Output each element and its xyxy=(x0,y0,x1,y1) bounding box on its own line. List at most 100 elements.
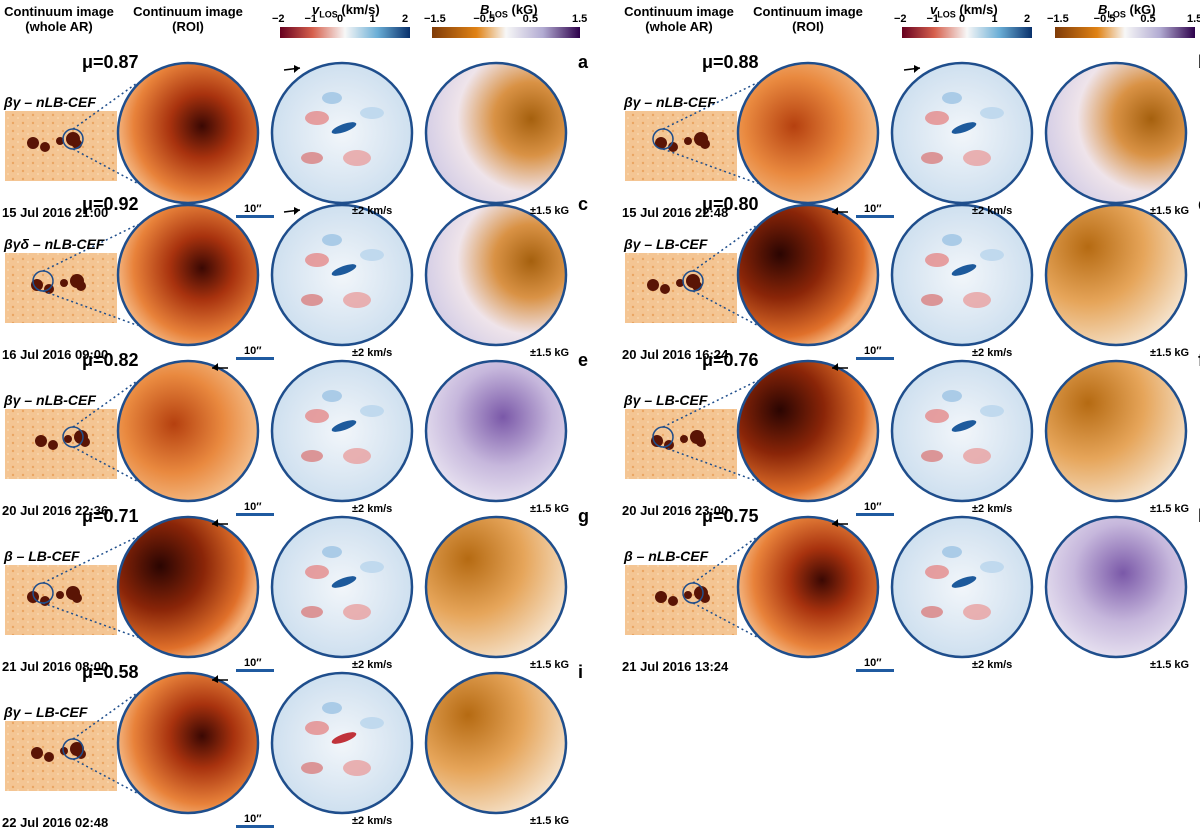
panel-letter: g xyxy=(578,506,589,526)
colorbar-tick-label: 1 xyxy=(991,13,998,25)
arrowhead-icon xyxy=(212,675,218,683)
vlos-flow-patch xyxy=(343,448,371,464)
sunspot-blob xyxy=(44,752,54,762)
vlos-flow-patch xyxy=(925,111,949,125)
vlos-unit: (km/s) xyxy=(337,2,380,17)
vlos-flow-patch xyxy=(305,409,329,423)
panel-letter: e xyxy=(578,350,589,370)
header-line1: Continuum image xyxy=(4,4,114,19)
mu-label: μ=0.88 xyxy=(702,52,759,72)
observation-date: 21 Jul 2016 08:00 xyxy=(2,659,109,674)
blos-symbol: B xyxy=(1098,2,1108,17)
sunspot-blob xyxy=(64,435,72,443)
vlos-flow-patch xyxy=(322,390,342,402)
blos-title-right: BLOS (kG) xyxy=(1098,2,1156,20)
sunspot-blob xyxy=(35,435,47,447)
blos-range-label: ±1.5 kG xyxy=(1150,347,1190,359)
vlos-flow-patch xyxy=(343,604,371,620)
vlos-symbol: v xyxy=(312,2,320,17)
header-line2: (ROI) xyxy=(172,19,204,34)
vlos-title-right: vLOS (km/s) xyxy=(930,2,998,20)
cef-flow-feature xyxy=(331,420,357,432)
blos-map xyxy=(1044,61,1188,205)
colorbar-tick-label: 2 xyxy=(1024,13,1031,25)
scale-label: 10″ xyxy=(244,203,262,215)
scale-label: 10″ xyxy=(244,501,262,513)
roi-connector-line xyxy=(692,602,758,639)
blos-map xyxy=(424,671,568,815)
sunspot-blob xyxy=(684,591,692,599)
vlos-flow-patch xyxy=(305,111,329,125)
colorbar-tick-label: 0.5 xyxy=(1140,13,1156,25)
roi-connector-line xyxy=(72,758,138,795)
observation-date: 15 Jul 2016 21:00 xyxy=(2,205,109,220)
sunspot-blob xyxy=(700,139,710,149)
sunspot-blob xyxy=(696,437,706,447)
observation-date: 15 Jul 2016 22:48 xyxy=(622,205,729,220)
roi-connector-line xyxy=(662,446,758,483)
colorbar-tick-label: −1.5 xyxy=(1047,13,1069,25)
observation-date: 20 Jul 2016 16:24 xyxy=(622,347,729,362)
vlos-flow-patch xyxy=(921,294,943,306)
sunspot-blob xyxy=(655,591,667,603)
cef-flow-feature xyxy=(331,122,357,134)
sunspot-blob xyxy=(660,284,670,294)
blos-map xyxy=(424,359,568,503)
vlos-flow-patch xyxy=(921,152,943,164)
whole-ar-thumbnail xyxy=(625,253,737,323)
vlos-title-left: vLOS (km/s) xyxy=(312,2,380,20)
mu-label: μ=0.82 xyxy=(82,350,139,370)
blos-unit: (kG) xyxy=(1125,2,1156,17)
vlos-range-label: ±2 km/s xyxy=(972,347,1013,359)
sunspot-class-label: βγ – nLB-CEF xyxy=(624,94,716,110)
mu-label: μ=0.58 xyxy=(82,662,139,682)
panel-letter: f xyxy=(1198,350,1200,371)
continuum-roi-map xyxy=(116,515,260,659)
header-line1: Continuum image xyxy=(624,4,734,19)
vlos-flow-patch xyxy=(921,450,943,462)
colorbar-tick-label: −0.5 xyxy=(473,13,496,25)
colorbar-tick-label: 0 xyxy=(337,13,344,25)
cef-flow-feature xyxy=(331,732,357,744)
mu-label: μ=0.80 xyxy=(702,194,759,214)
header-line2: (ROI) xyxy=(792,19,824,34)
sunspot-blob xyxy=(655,137,667,149)
sunspot-blob xyxy=(31,279,43,291)
header-line2: (whole AR) xyxy=(645,19,713,34)
colorbar-tick-label: −1.5 xyxy=(424,13,446,25)
arrowhead-icon xyxy=(832,363,838,371)
vlos-range-label: ±2 km/s xyxy=(352,659,393,671)
vlos-range-label: ±2 km/s xyxy=(972,659,1013,671)
colorbar-tick-label: 1.5 xyxy=(1187,13,1200,25)
arrowhead-icon xyxy=(914,65,920,73)
observation-date: 21 Jul 2016 13:24 xyxy=(622,659,729,674)
vlos-flow-patch xyxy=(301,450,323,462)
sunspot-class-label: βγ – nLB-CEF xyxy=(4,392,96,408)
colorbar-tick-label: 0 xyxy=(959,13,966,25)
observation-date: 20 Jul 2016 22:36 xyxy=(2,503,109,518)
cef-flow-feature xyxy=(951,576,977,588)
vlos-flow-patch xyxy=(305,721,329,735)
vlos-flow-patch xyxy=(963,448,991,464)
continuum-roi-map xyxy=(736,359,880,503)
header-line1: Continuum image xyxy=(133,4,243,19)
mu-label: μ=0.75 xyxy=(702,506,759,526)
arrowhead-icon xyxy=(212,363,218,371)
sunspot-blob xyxy=(684,137,692,145)
sunspot-class-label: βγ – LB-CEF xyxy=(624,236,708,252)
sunspot-blob xyxy=(668,596,678,606)
whole-ar-thumbnail xyxy=(5,111,117,181)
vlos-flow-patch xyxy=(963,292,991,308)
sunspot-blob xyxy=(651,435,663,447)
vlos-subscript: LOS xyxy=(937,9,956,20)
arrowhead-icon xyxy=(294,65,300,73)
sunspot-blob xyxy=(647,279,659,291)
blos-range-label: ±1.5 kG xyxy=(530,205,570,217)
sunspot-class-label: β – nLB-CEF xyxy=(624,548,709,564)
arrowhead-icon xyxy=(832,519,838,527)
vlos-flow-patch xyxy=(921,606,943,618)
blos-map xyxy=(424,203,568,347)
vlos-flow-patch xyxy=(360,249,384,261)
